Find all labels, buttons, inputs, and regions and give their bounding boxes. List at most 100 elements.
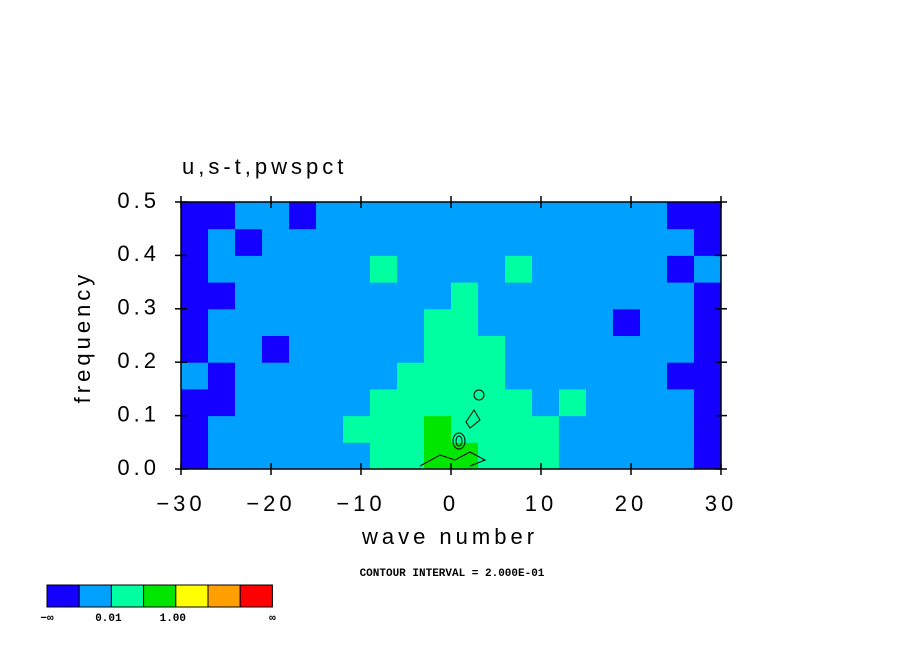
cell	[694, 228, 722, 256]
cell	[370, 335, 398, 363]
y-tick-label: 0.0	[117, 455, 160, 480]
cell	[694, 388, 722, 417]
cell	[640, 282, 668, 310]
cell	[505, 415, 533, 443]
cell	[316, 362, 344, 390]
cell	[667, 255, 695, 283]
cell	[397, 255, 425, 283]
cell	[316, 415, 344, 443]
cell	[478, 415, 506, 443]
cell	[343, 308, 371, 336]
chart-title: u,s-t,pwspct	[182, 154, 347, 179]
cell	[235, 282, 263, 310]
cell	[694, 202, 722, 230]
contour-lines	[419, 389, 487, 467]
cell	[532, 415, 560, 443]
cell	[343, 228, 371, 256]
cell	[262, 308, 290, 336]
contour	[455, 435, 463, 447]
cell	[424, 415, 452, 443]
x-tick-label: −30	[156, 491, 205, 516]
cell	[343, 202, 371, 230]
cell	[586, 255, 614, 283]
cell	[478, 335, 506, 363]
cell	[532, 362, 560, 390]
cell	[640, 415, 668, 443]
cell	[370, 228, 398, 256]
cell	[316, 228, 344, 256]
contour	[452, 432, 466, 450]
cell	[181, 388, 209, 417]
cell	[424, 335, 452, 363]
cell	[613, 362, 641, 390]
cell	[424, 228, 452, 256]
colorbar-box	[239, 584, 273, 608]
cell	[424, 202, 452, 230]
cell	[181, 228, 209, 256]
cell	[208, 202, 236, 230]
cell	[262, 228, 290, 256]
cell	[694, 415, 722, 443]
cell	[451, 282, 479, 310]
cell	[424, 282, 452, 310]
cell	[397, 308, 425, 336]
cell	[505, 442, 533, 470]
cell	[451, 202, 479, 230]
cell	[640, 362, 668, 390]
cell	[343, 362, 371, 390]
cell	[478, 282, 506, 310]
cell	[208, 335, 236, 363]
cell	[370, 442, 398, 470]
contour	[465, 409, 481, 429]
cell	[397, 415, 425, 443]
x-tick-label: 0	[443, 491, 459, 516]
annotation: CONTOUR INTERVAL = 2.000E-01	[360, 568, 545, 580]
cell	[316, 442, 344, 470]
colorbar-box	[46, 584, 80, 608]
cell	[586, 308, 614, 336]
cell	[343, 415, 371, 443]
cell	[613, 388, 641, 417]
cell	[424, 308, 452, 336]
cell	[208, 362, 236, 390]
cell	[532, 308, 560, 336]
colorbar-box	[175, 584, 209, 608]
cell	[262, 335, 290, 363]
cell	[559, 388, 587, 417]
cell	[667, 388, 695, 417]
cell	[289, 308, 317, 336]
cell	[235, 255, 263, 283]
cell	[694, 362, 722, 390]
cell	[397, 388, 425, 417]
cell	[289, 388, 317, 417]
x-tick-label: 20	[615, 491, 647, 516]
cell	[505, 335, 533, 363]
cell	[235, 308, 263, 336]
cell	[667, 228, 695, 256]
cell	[208, 388, 236, 417]
cell	[532, 388, 560, 417]
cell	[667, 442, 695, 470]
cell	[370, 308, 398, 336]
cell	[640, 202, 668, 230]
cell	[316, 255, 344, 283]
cell	[343, 282, 371, 310]
cell	[316, 335, 344, 363]
cell	[370, 362, 398, 390]
x-tick-label: −10	[336, 491, 385, 516]
cell	[289, 415, 317, 443]
cell	[397, 228, 425, 256]
x-tick-label: 10	[525, 491, 557, 516]
cell	[235, 362, 263, 390]
cell	[451, 228, 479, 256]
cell	[262, 415, 290, 443]
cell	[532, 442, 560, 470]
cell	[181, 282, 209, 310]
colorbar-label: −∞	[40, 613, 54, 625]
cell	[451, 308, 479, 336]
cell	[586, 415, 614, 443]
cell	[505, 228, 533, 256]
cell	[559, 282, 587, 310]
cell	[505, 308, 533, 336]
cell	[559, 228, 587, 256]
